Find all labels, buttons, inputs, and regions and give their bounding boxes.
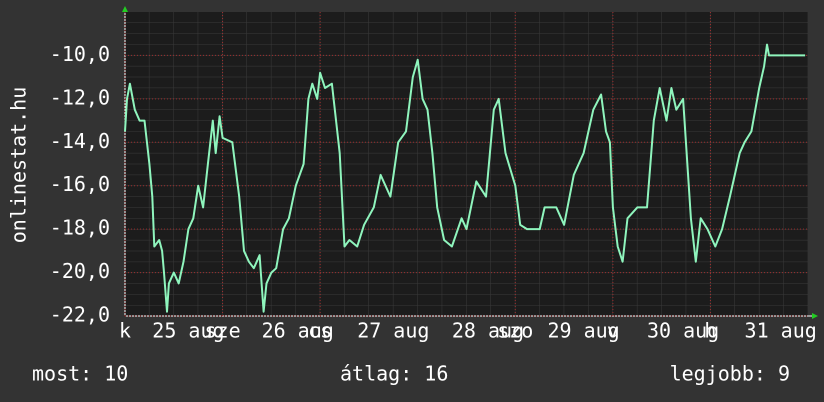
- y-tick-label: -18,0: [50, 216, 110, 240]
- x-tick-label: 30 aug: [647, 319, 719, 343]
- x-tick-label: 25 aug: [152, 319, 224, 343]
- x-tick-label: k: [119, 319, 131, 343]
- y-tick-label: -16,0: [50, 172, 110, 196]
- footer-stat: most: 10: [32, 362, 128, 386]
- x-tick-label: 27 aug: [357, 319, 429, 343]
- x-tick-label: 29 aug: [547, 319, 619, 343]
- y-tick-label: -12,0: [50, 85, 110, 109]
- x-tick-label: cs: [308, 319, 332, 343]
- x-tick-label: sze: [205, 319, 241, 343]
- x-tick-label: v: [607, 319, 619, 343]
- axis-arrow: [812, 313, 818, 319]
- x-tick-label: szo: [497, 319, 533, 343]
- x-tick-label: 28 aug: [452, 319, 524, 343]
- data-line: [124, 43, 806, 313]
- y-tick-label: -22,0: [50, 303, 110, 327]
- y-tick-label: -14,0: [50, 129, 110, 153]
- y-tick-label: -20,0: [50, 259, 110, 283]
- footer-stat: legjobb: 9: [670, 362, 790, 386]
- x-tick-label: 31 aug: [745, 319, 817, 343]
- x-tick-label: h: [704, 319, 716, 343]
- x-tick-label: 26 aug: [262, 319, 334, 343]
- y-axis-label: onlinestat.hu: [7, 87, 31, 244]
- footer-stat: átlag: 16: [340, 362, 448, 386]
- y-tick-label: -10,0: [50, 42, 110, 66]
- minor-grid: [125, 12, 808, 316]
- axis-arrow: [122, 6, 128, 12]
